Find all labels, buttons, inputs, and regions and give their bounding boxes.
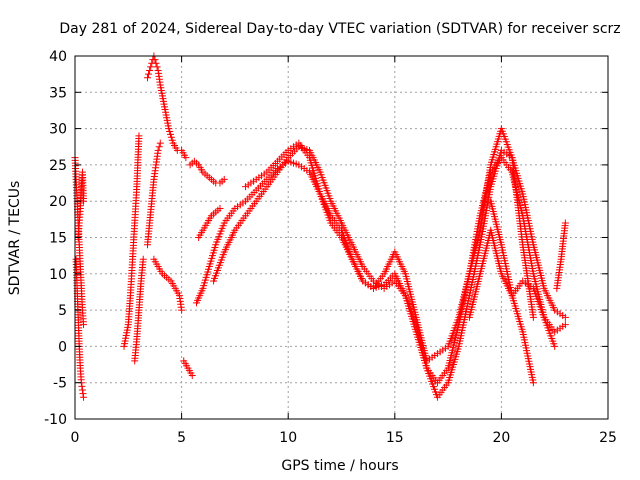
y-tick-labels: -10 -5 0 5 10 15 20 25 30 35 40	[44, 49, 67, 428]
data-markers	[71, 52, 569, 401]
y-tick-label: -10	[44, 412, 67, 428]
data-point	[220, 175, 228, 183]
data-point	[561, 321, 569, 329]
data-point	[147, 63, 155, 71]
ticks	[74, 55, 609, 420]
data-point	[154, 146, 162, 154]
data-point	[216, 204, 224, 212]
data-point	[529, 313, 537, 321]
data-point	[165, 125, 173, 133]
data-point	[188, 371, 196, 379]
data-point	[135, 132, 143, 140]
data-point	[79, 390, 87, 398]
x-tick-label: 15	[386, 430, 404, 446]
y-tick-label: -5	[53, 376, 67, 392]
data-point	[155, 143, 163, 151]
data-point	[153, 63, 161, 71]
x-tick-label: 10	[279, 430, 297, 446]
data-point	[78, 386, 86, 394]
data-point	[168, 136, 176, 144]
x-tick-label: 0	[71, 430, 80, 446]
y-tick-label: 35	[49, 85, 67, 101]
x-tick-label: 25	[599, 430, 617, 446]
x-tick-label: 20	[492, 430, 510, 446]
data-point	[167, 130, 175, 138]
y-tick-label: 0	[58, 339, 67, 355]
y-tick-label: 15	[49, 231, 67, 247]
data-point	[167, 133, 175, 141]
data-point	[139, 255, 147, 263]
data-point	[151, 56, 159, 64]
y-tick-label: 10	[49, 267, 67, 283]
data-point	[561, 313, 569, 321]
y-tick-label: 20	[49, 194, 67, 210]
y-axis-title: SDTVAR / TECUs	[7, 181, 23, 296]
data-point	[80, 197, 88, 205]
x-tick-labels: 0 5 10 15 20 25	[71, 430, 617, 446]
x-tick-label: 5	[177, 430, 186, 446]
y-tick-label: 40	[49, 49, 67, 65]
data-point	[551, 342, 559, 350]
data-point	[178, 306, 186, 314]
x-axis-title: GPS time / hours	[281, 458, 398, 474]
data-point	[78, 382, 86, 390]
data-point	[182, 154, 190, 162]
y-tick-label: 25	[49, 158, 67, 174]
data-point	[146, 67, 154, 75]
data-point	[80, 393, 88, 401]
data-point	[145, 70, 153, 78]
data-point	[561, 219, 569, 227]
y-tick-label: 5	[58, 303, 67, 319]
data-point	[152, 59, 160, 67]
data-point	[80, 321, 88, 329]
data-point	[156, 139, 164, 147]
data-point	[529, 379, 537, 387]
data-point	[166, 128, 174, 136]
y-tick-label: 30	[49, 122, 67, 138]
chart-title: Day 281 of 2024, Sidereal Day-to-day VTE…	[59, 21, 620, 37]
data-point	[143, 74, 151, 82]
